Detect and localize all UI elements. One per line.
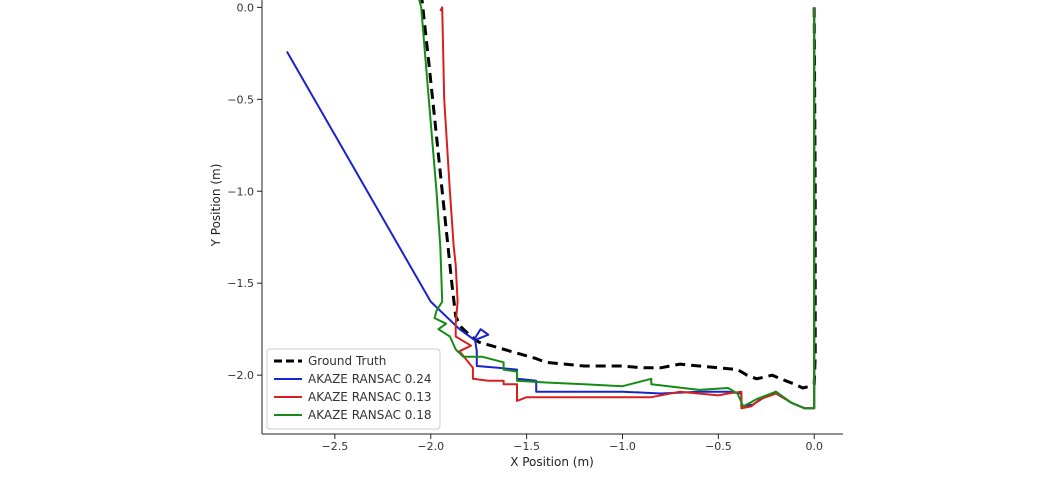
y-tick-label: 0.0: [237, 1, 255, 14]
series-layer: [286, 0, 817, 410]
x-tick-label: −1.0: [609, 440, 636, 453]
legend-label-0: Ground Truth: [308, 354, 386, 368]
y-tick-label: −2.0: [227, 369, 254, 382]
legend-label-1: AKAZE RANSAC 0.24: [308, 372, 431, 386]
y-tick-label: −1.5: [227, 277, 254, 290]
legend-label-3: AKAZE RANSAC 0.18: [308, 408, 431, 422]
legend-frame: [266, 348, 441, 430]
series-line-2: [439, 6, 816, 410]
axes-layer: [261, 0, 843, 435]
x-tick-label: −1.5: [513, 440, 540, 453]
ticks-layer: −2.5 −2.0 −1.5 −1.0 −0.5 0.0 0.0 −0.5 −1.0 −1.5 −2…: [227, 1, 823, 453]
x-tick-label: −2.5: [322, 440, 349, 453]
x-tick-label: −2.0: [417, 440, 444, 453]
series-line-3: [418, 0, 816, 410]
y-tick-label: −1.0: [227, 185, 254, 198]
series-line-0: [420, 0, 817, 390]
y-tick-label: −0.5: [227, 93, 254, 106]
series-line-1: [286, 7, 816, 410]
legend-label-2: AKAZE RANSAC 0.13: [308, 390, 431, 404]
legend-items: Ground Truth AKAZE RANSAC 0.24 AKAZE RANSA…: [274, 354, 431, 422]
y-axis-label: Y Position (m): [209, 164, 223, 248]
x-tick-label: 0.0: [805, 440, 823, 453]
legend: Ground Truth AKAZE RANSAC 0.24 AKAZE RANSA…: [266, 348, 441, 430]
x-axis-label: X Position (m): [510, 455, 594, 469]
x-tick-label: −0.5: [705, 440, 732, 453]
